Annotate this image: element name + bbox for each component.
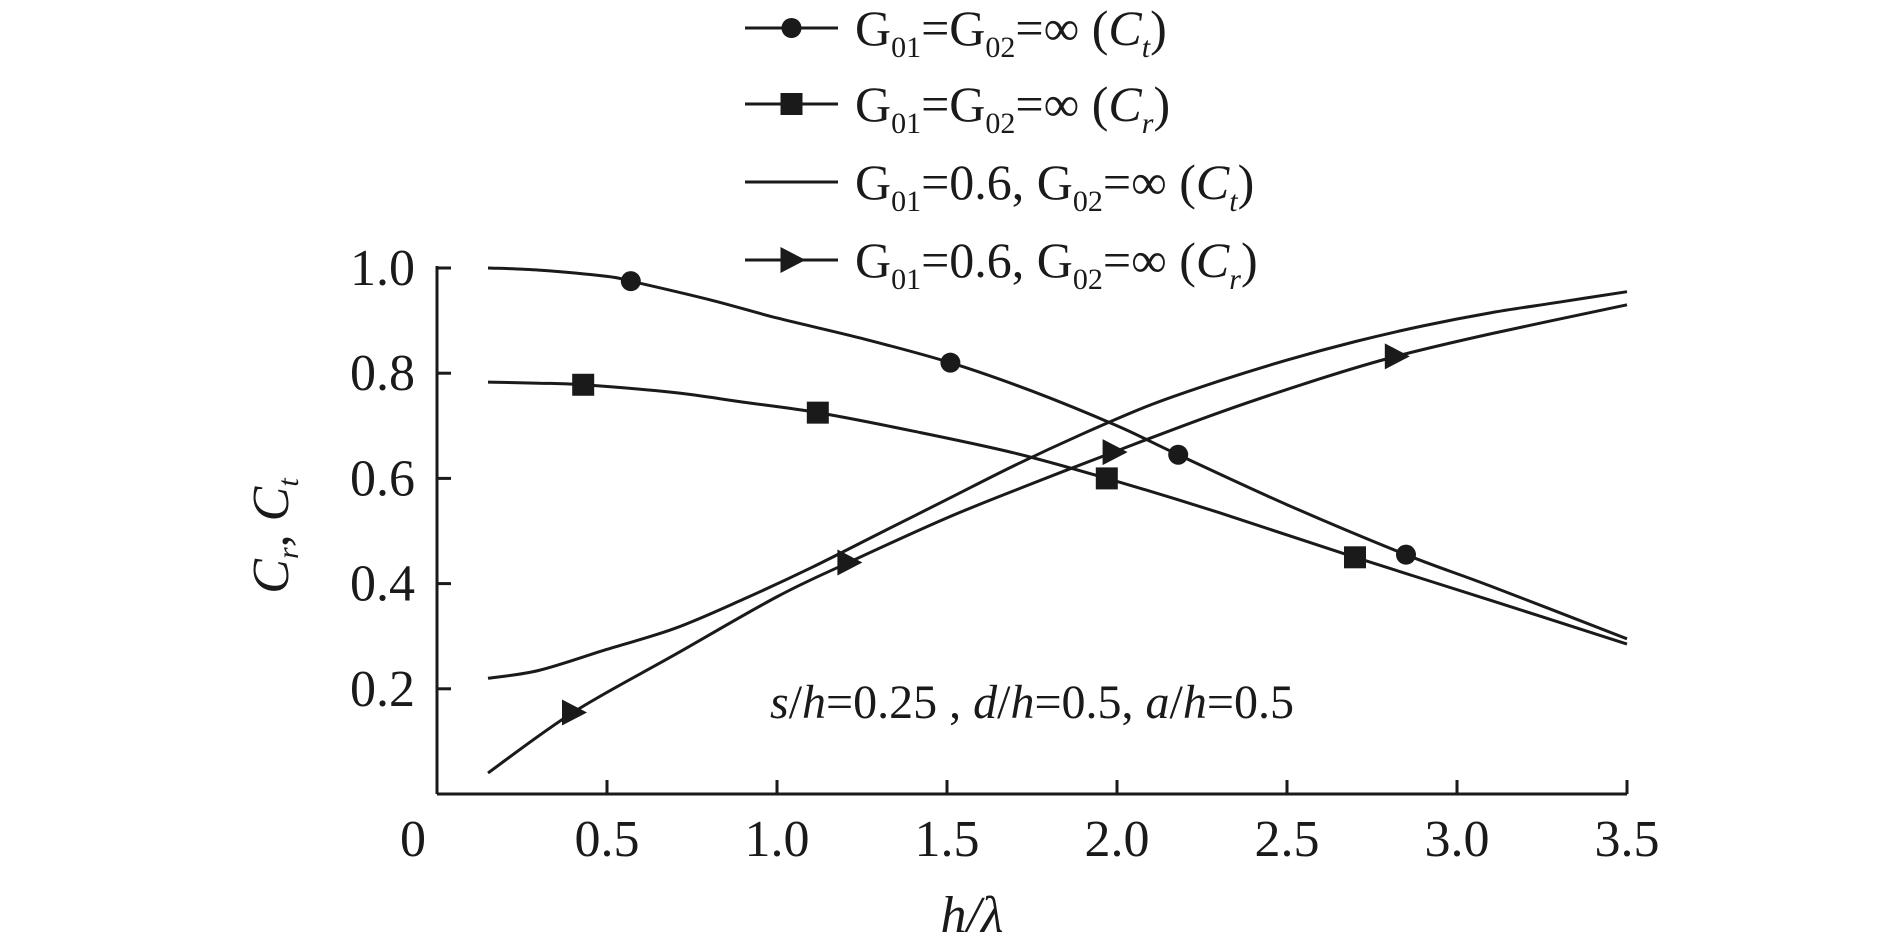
annotation-layer: s/h=0.25 , d/h=0.5, a/h=0.5 [770, 676, 1294, 729]
data-point-marker [1384, 343, 1410, 370]
x-tick-label: 2.5 [1255, 811, 1320, 868]
y-tick-label: 0.8 [350, 345, 415, 402]
data-point-marker [1344, 546, 1366, 569]
data-point-marker [940, 352, 961, 373]
legend: G01=G02=∞ (Ct) G01=G02=∞ (Cr) G01=0.6, G02… [745, 0, 1258, 296]
series-2 [487, 373, 1628, 646]
y-tick-label: 0.4 [350, 556, 415, 613]
series-line [487, 290, 1628, 680]
y-tick-label: 0.6 [350, 450, 415, 507]
series-4 [487, 303, 1628, 775]
legend-marker [781, 18, 802, 38]
x-tick-label: 1.0 [745, 811, 810, 868]
x-axis-title: h/λ [941, 887, 1004, 932]
legend-marker [780, 93, 803, 115]
legend-label: G01=G02=∞ (Ct) [855, 0, 1167, 64]
data-point-marker [1095, 467, 1118, 490]
data-point-marker [1396, 544, 1416, 565]
series-line [487, 266, 1628, 641]
legend-item: G01=G02=∞ (Cr) [745, 76, 1170, 140]
axes: 0 0.5 1.0 1.5 2.0 2.5 3.0 3.5 0.2 0.4 0.6 0.8 1.0 h/λ… [243, 240, 1660, 932]
y-tick-label: 1.0 [350, 240, 415, 297]
x-tick-label: 3.5 [1595, 811, 1660, 868]
data-point-marker [1168, 444, 1189, 465]
x-tick-label: 3.0 [1425, 811, 1490, 868]
data-point-marker [572, 373, 595, 396]
legend-label: G01=G02=∞ (Cr) [855, 76, 1170, 140]
legend-marker [780, 247, 806, 273]
x-tick-label: 0 [400, 811, 426, 868]
legend-item: G01=G02=∞ (Ct) [745, 0, 1167, 64]
data-point-marker [806, 401, 829, 424]
data-point-marker [562, 699, 587, 726]
x-tick-label: 1.5 [915, 811, 980, 868]
parameter-annotation: s/h=0.25 , d/h=0.5, a/h=0.5 [770, 676, 1294, 729]
series-layer [487, 266, 1628, 775]
y-axis-title: Cr, Ct [243, 478, 305, 594]
legend-label: G01=0.6, G02=∞ (Ct) [855, 154, 1254, 218]
y-tick-label: 0.2 [350, 661, 415, 718]
data-point-marker [620, 271, 641, 292]
x-tick-label: 2.0 [1085, 811, 1150, 868]
series-1 [487, 266, 1628, 641]
x-tick-label: 0.5 [575, 811, 640, 868]
legend-item: G01=0.6, G02=∞ (Ct) [745, 154, 1254, 218]
legend-label: G01=0.6, G02=∞ (Cr) [855, 232, 1258, 296]
legend-item: G01=0.6, G02=∞ (Cr) [745, 232, 1258, 296]
data-point-marker [837, 549, 863, 576]
data-point-marker [1102, 439, 1128, 466]
series-line [487, 380, 1628, 646]
series-3 [487, 290, 1628, 680]
